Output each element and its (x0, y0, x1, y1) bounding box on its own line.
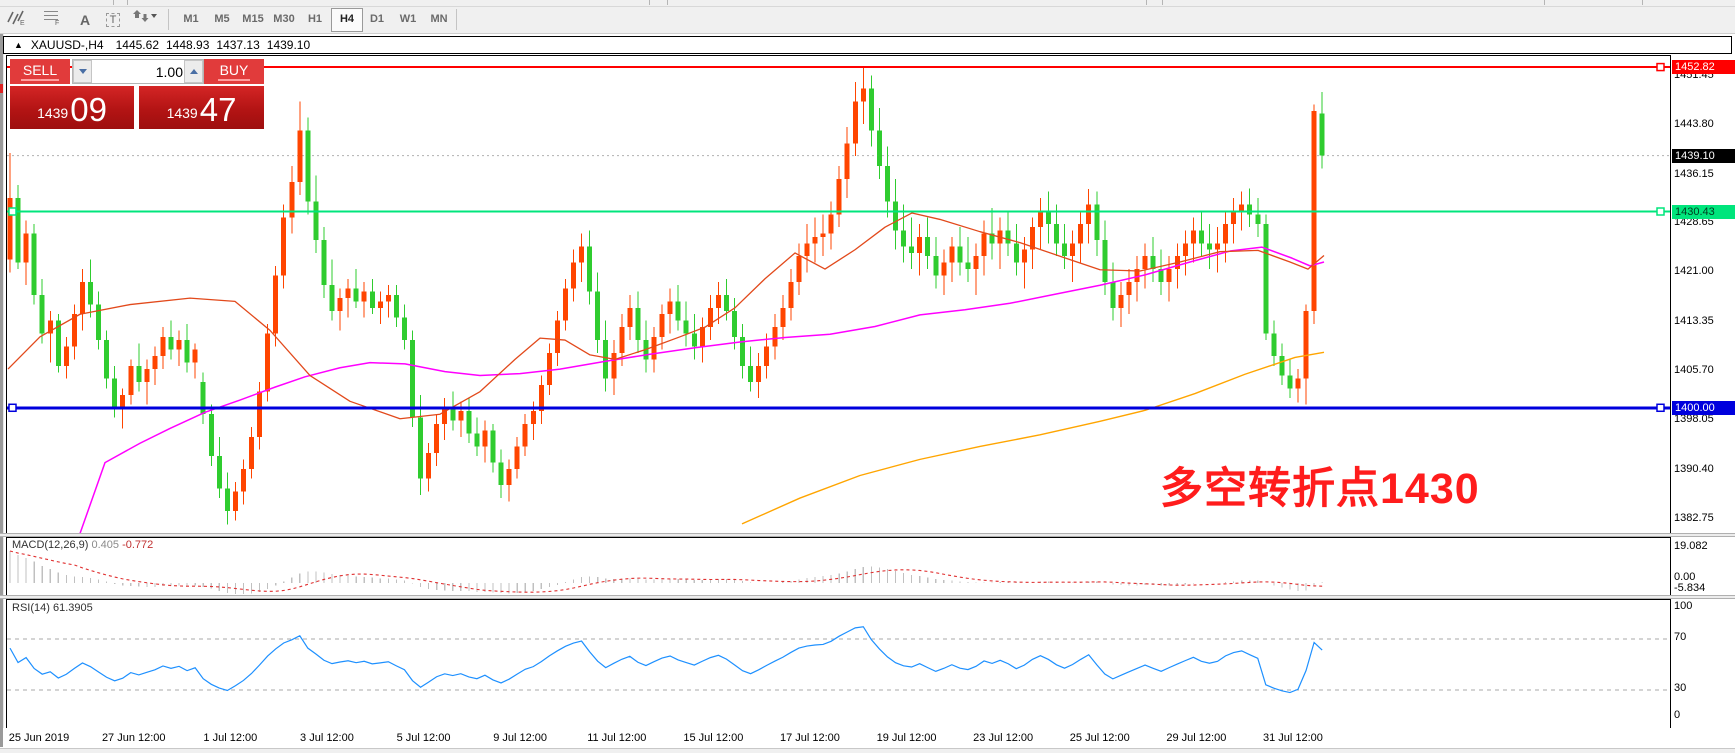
volume-input[interactable] (93, 60, 185, 83)
macd-hist-value: 0.405 (91, 539, 120, 551)
arrows-dropdown-icon[interactable] (132, 8, 158, 31)
volume-increase-button[interactable] (184, 60, 203, 83)
ohlc-low: 1437.13 (216, 38, 260, 52)
time-tick: 23 Jul 12:00 (973, 732, 1034, 744)
sell-button[interactable]: SELL (10, 59, 70, 84)
price-tick: 1390.40 (1674, 462, 1714, 475)
time-axis: 25 Jun 2019 27 Jun 12:00 1 Jul 12:00 3 Jul … (3, 728, 1732, 748)
volume-decrease-button[interactable] (73, 60, 92, 83)
time-tick: 17 Jul 12:00 (779, 732, 840, 744)
timeframe-m5[interactable]: M5 (214, 13, 230, 25)
timeframe-w1[interactable]: W1 (399, 13, 417, 25)
price-tick: 1428.65 (1674, 215, 1714, 228)
chart-style-icon[interactable]: E (6, 8, 32, 31)
pivot-price-chip: 1430.43 (1672, 204, 1735, 219)
current-price-chip: 1439.10 (1672, 148, 1735, 163)
rsi-value: 61.3905 (52, 602, 93, 614)
grid-icon[interactable]: F (42, 8, 68, 31)
price-tick: 1421.00 (1674, 265, 1714, 278)
time-tick: 27 Jun 12:00 (101, 732, 166, 744)
price-tick: 1436.15 (1674, 167, 1714, 180)
price-tick: 1413.35 (1674, 314, 1714, 327)
rsi-axis-tick: 100 (1674, 600, 1693, 612)
time-tick: 25 Jun 2019 (8, 732, 70, 744)
sell-price-small: 1439 (37, 105, 69, 121)
macd-axis-tick: 19.082 (1674, 540, 1708, 552)
timeframe-m15[interactable]: M15 (242, 13, 264, 25)
text-box-icon[interactable]: T (100, 8, 126, 31)
timeframe-h1[interactable]: H1 (307, 13, 323, 25)
time-tick: 3 Jul 12:00 (300, 732, 354, 744)
buy-price-tile[interactable]: 1439 47 (139, 86, 264, 129)
symbol-label: XAUUSD-,H4 (30, 38, 104, 52)
text-a-icon[interactable]: A (79, 11, 91, 28)
panel-splitter[interactable] (0, 533, 1735, 537)
buy-button[interactable]: BUY (204, 59, 264, 84)
sell-price-tile[interactable]: 1439 09 (10, 86, 134, 129)
macd-panel[interactable] (6, 537, 1671, 597)
rsi-panel[interactable] (6, 599, 1671, 729)
time-tick: 9 Jul 12:00 (493, 732, 548, 744)
scroll-marker (0, 84, 3, 93)
ohlc-high: 1448.93 (166, 38, 210, 52)
timeframe-d1[interactable]: D1 (369, 13, 385, 25)
support-price-chip: 1400.00 (1672, 400, 1735, 415)
macd-signal-value: -0.772 (122, 539, 154, 551)
chart-annotation-text: 多空转折点1430 (1160, 465, 1480, 513)
macd-axis-tick: -5.834 (1674, 582, 1706, 594)
buy-price-small: 1439 (166, 105, 198, 121)
ohlc-close: 1439.10 (266, 38, 311, 52)
panel-splitter[interactable] (0, 595, 1735, 599)
toolbar-separator (168, 9, 169, 30)
time-tick: 15 Jul 12:00 (683, 732, 744, 744)
rsi-axis-tick: 0 (1674, 709, 1681, 721)
rsi-axis-tick: 30 (1674, 682, 1687, 694)
chart-title-bar[interactable]: ▲ XAUUSD-,H4 1445.62 1448.93 1437.13 143… (3, 36, 1732, 54)
volume-spinner (72, 59, 204, 84)
price-chart-panel[interactable] (6, 55, 1671, 535)
resistance-price-chip: 1452.82 (1672, 60, 1735, 75)
time-tick: 31 Jul 12:00 (1262, 732, 1323, 744)
window-border (0, 34, 4, 747)
main-toolbar: E F A T M1 M5 M15 M30 H1 H4 D1 W1 MN (0, 7, 1735, 34)
price-tick: 1443.80 (1674, 118, 1714, 131)
price-tick: 1382.75 (1674, 512, 1714, 525)
timeframe-mn[interactable]: MN (430, 13, 448, 25)
toolbar-separator (456, 9, 457, 30)
sell-price-big: 09 (70, 91, 107, 128)
time-tick: 29 Jul 12:00 (1166, 732, 1227, 744)
time-tick: 25 Jul 12:00 (1069, 732, 1130, 744)
time-tick: 11 Jul 12:00 (587, 732, 647, 744)
macd-label: MACD(12,26,9) 0.405 -0.772 (12, 539, 154, 551)
macd-axis-tick: 0.00 (1674, 571, 1696, 583)
status-bar-edge (0, 748, 1735, 753)
price-tick: 1398.05 (1674, 413, 1714, 426)
price-tick: 1405.70 (1674, 364, 1714, 376)
time-tick: 19 Jul 12:00 (876, 732, 937, 744)
macd-chart (9, 550, 1323, 594)
timeframe-m30[interactable]: M30 (273, 13, 295, 25)
rsi-axis-tick: 70 (1674, 631, 1687, 643)
timeframe-m1[interactable]: M1 (183, 13, 199, 25)
ohlc-open: 1445.62 (115, 38, 159, 52)
buy-price-big: 47 (199, 91, 237, 128)
svg-text:F: F (55, 20, 59, 26)
timeframe-h4[interactable]: H4 (331, 8, 363, 32)
rsi-label: RSI(14) 61.3905 (12, 602, 93, 614)
candlestick-chart[interactable] (7, 56, 1670, 534)
collapse-icon[interactable]: ▲ (14, 40, 23, 50)
clipped-toolbar-row (0, 0, 1735, 7)
rsi-chart (7, 626, 1670, 694)
time-tick: 1 Jul 12:00 (203, 732, 258, 744)
svg-text:E: E (20, 20, 25, 26)
time-tick: 5 Jul 12:00 (396, 732, 451, 744)
